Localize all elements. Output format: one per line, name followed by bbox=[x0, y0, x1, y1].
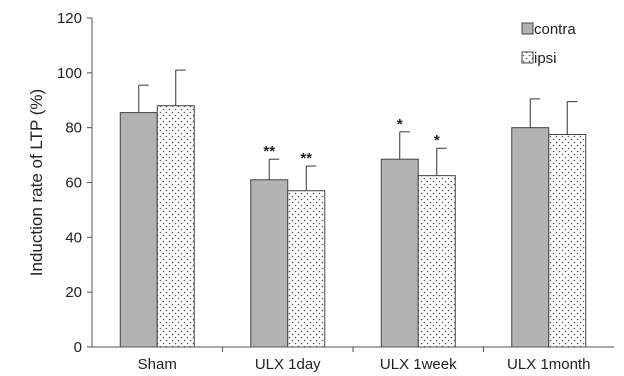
x-category-label: ULX 1day bbox=[255, 356, 321, 373]
y-axis-ticks: 0 20 40 60 80 100 120 bbox=[57, 10, 92, 356]
x-category-label: ULX 1month bbox=[507, 356, 590, 373]
bar-ipsi bbox=[417, 175, 456, 348]
y-tick-label: 0 bbox=[74, 339, 82, 356]
x-category-label: ULX 1week bbox=[380, 356, 457, 373]
x-category-label: Sham bbox=[138, 356, 177, 373]
bar-ipsi bbox=[156, 105, 195, 348]
bar-contra bbox=[511, 127, 550, 348]
bar-contra bbox=[250, 179, 289, 348]
y-tick-label: 100 bbox=[57, 65, 82, 82]
error-bars bbox=[138, 69, 578, 191]
y-tick-label: 80 bbox=[65, 120, 82, 137]
y-axis-title: Induction rate of LTP (%) bbox=[27, 89, 46, 276]
bar-contra bbox=[380, 158, 419, 348]
bar-ipsi bbox=[548, 134, 587, 348]
legend-label-contra: contra bbox=[534, 21, 576, 38]
legend-swatch-contra bbox=[521, 22, 534, 35]
y-tick-label: 40 bbox=[65, 229, 82, 246]
legend-label-ipsi: ipsi bbox=[534, 50, 557, 67]
significance-marker: * bbox=[434, 132, 440, 149]
x-axis-categories: Sham ULX 1day ULX 1week ULX 1month bbox=[138, 356, 591, 373]
significance-markers: ** **** bbox=[263, 116, 439, 167]
y-tick-label: 60 bbox=[65, 175, 82, 192]
significance-marker: ** bbox=[263, 143, 275, 160]
legend: contra ipsi bbox=[521, 21, 576, 67]
axes bbox=[91, 18, 614, 352]
bar-contra bbox=[119, 112, 158, 348]
y-tick-label: 20 bbox=[65, 284, 82, 301]
legend-swatch-ipsi bbox=[521, 51, 534, 64]
y-tick-label: 120 bbox=[57, 10, 82, 27]
significance-marker: ** bbox=[300, 150, 312, 167]
bar-ipsi bbox=[287, 190, 326, 348]
significance-marker: * bbox=[397, 116, 403, 133]
bars bbox=[119, 105, 587, 348]
